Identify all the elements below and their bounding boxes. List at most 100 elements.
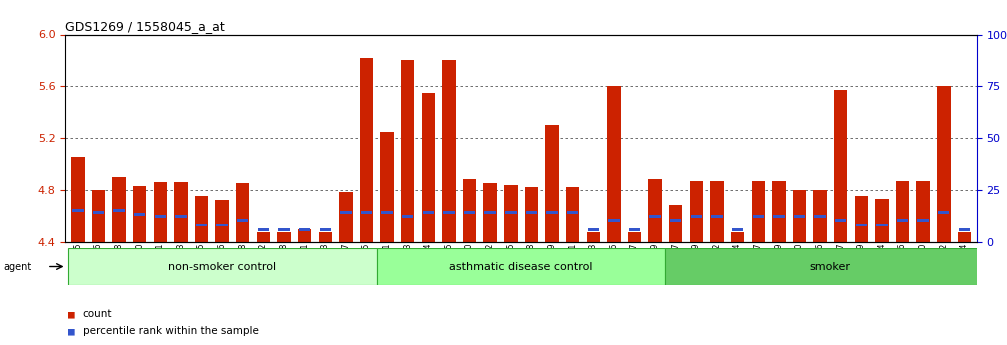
Bar xyxy=(71,157,85,241)
Bar xyxy=(649,179,662,242)
Bar xyxy=(587,233,600,241)
Bar xyxy=(814,190,827,242)
Bar xyxy=(175,215,186,218)
Bar xyxy=(402,215,414,218)
Bar xyxy=(547,211,558,214)
Bar xyxy=(526,211,537,214)
Bar xyxy=(464,211,475,214)
Bar xyxy=(381,131,394,241)
Bar xyxy=(340,211,351,214)
Text: ■: ■ xyxy=(68,309,76,319)
Text: smoker: smoker xyxy=(810,262,851,272)
Bar xyxy=(423,211,434,214)
Bar xyxy=(236,183,250,242)
Bar xyxy=(772,181,785,241)
Bar xyxy=(875,199,888,242)
Bar xyxy=(732,228,743,230)
Bar xyxy=(133,186,146,242)
Bar xyxy=(339,193,352,242)
Bar xyxy=(154,182,167,241)
Bar xyxy=(773,215,784,218)
Bar xyxy=(794,215,806,218)
Bar xyxy=(856,224,867,226)
Bar xyxy=(442,60,455,241)
Bar xyxy=(793,190,807,242)
Bar xyxy=(628,228,640,230)
Bar xyxy=(194,196,208,241)
Bar xyxy=(215,200,229,242)
Bar xyxy=(114,209,125,212)
Bar xyxy=(917,219,928,222)
Bar xyxy=(939,211,950,214)
Bar xyxy=(666,248,995,285)
Text: asthmatic disease control: asthmatic disease control xyxy=(449,262,593,272)
Bar xyxy=(546,125,559,242)
Text: GDS1269 / 1558045_a_at: GDS1269 / 1558045_a_at xyxy=(65,20,226,33)
Bar xyxy=(958,233,971,241)
Bar xyxy=(443,211,454,214)
Bar xyxy=(278,228,290,230)
Bar xyxy=(710,181,724,241)
Bar xyxy=(463,179,476,242)
Text: percentile rank within the sample: percentile rank within the sample xyxy=(83,326,259,336)
Bar xyxy=(670,219,682,222)
Text: non-smoker control: non-smoker control xyxy=(168,262,276,272)
Bar xyxy=(359,58,374,241)
Bar xyxy=(401,60,415,241)
Bar xyxy=(217,224,228,226)
Bar xyxy=(134,213,145,216)
Bar xyxy=(567,211,578,214)
Bar xyxy=(382,211,393,214)
Bar xyxy=(627,233,641,241)
Bar xyxy=(916,181,929,241)
Bar xyxy=(751,181,765,241)
Bar xyxy=(608,219,619,222)
Bar xyxy=(834,90,848,242)
Bar xyxy=(318,233,332,241)
Bar xyxy=(959,228,970,230)
Bar xyxy=(73,209,84,212)
Bar xyxy=(67,248,377,285)
Bar xyxy=(690,181,703,241)
Bar xyxy=(731,233,744,241)
Bar xyxy=(484,211,495,214)
Bar xyxy=(377,248,666,285)
Bar xyxy=(650,215,661,218)
Text: count: count xyxy=(83,309,112,319)
Bar xyxy=(113,177,126,242)
Bar xyxy=(237,219,249,222)
Bar xyxy=(815,215,826,218)
Bar xyxy=(588,228,599,230)
Bar xyxy=(691,215,702,218)
Bar xyxy=(277,233,291,241)
Bar xyxy=(505,185,518,242)
Bar xyxy=(876,224,887,226)
Bar xyxy=(257,233,270,241)
Bar xyxy=(938,86,951,241)
Bar xyxy=(897,219,908,222)
Bar xyxy=(92,190,105,242)
Bar xyxy=(483,183,496,242)
Bar xyxy=(711,215,723,218)
Text: agent: agent xyxy=(3,263,31,272)
Bar xyxy=(896,181,909,241)
Bar xyxy=(422,93,435,241)
Bar xyxy=(525,187,538,241)
Bar xyxy=(93,211,104,214)
Bar xyxy=(299,228,310,230)
Bar xyxy=(607,86,620,241)
Bar xyxy=(258,228,269,230)
Bar xyxy=(669,205,683,241)
Bar xyxy=(835,219,847,222)
Text: ■: ■ xyxy=(68,326,76,336)
Bar xyxy=(361,211,373,214)
Bar xyxy=(855,196,868,241)
Bar xyxy=(155,215,166,218)
Bar xyxy=(195,224,207,226)
Bar xyxy=(298,229,311,242)
Bar xyxy=(319,228,331,230)
Bar xyxy=(174,182,187,241)
Bar xyxy=(566,187,579,241)
Bar xyxy=(506,211,517,214)
Bar xyxy=(752,215,764,218)
